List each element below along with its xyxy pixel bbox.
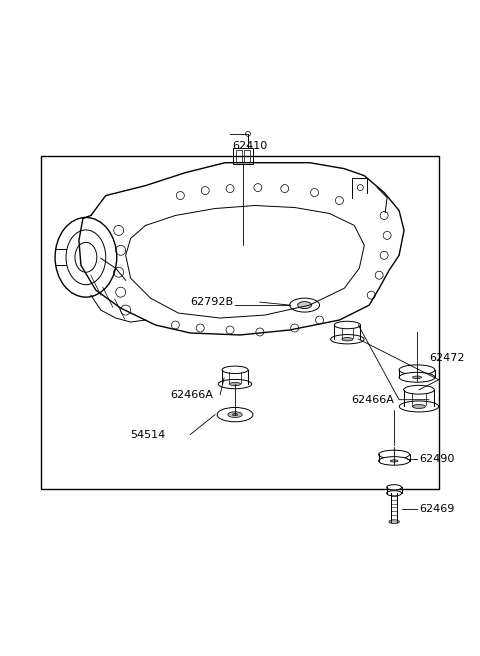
Text: 62466A: 62466A [170, 390, 213, 400]
Ellipse shape [335, 321, 360, 329]
Ellipse shape [217, 407, 253, 422]
Ellipse shape [290, 298, 320, 312]
Ellipse shape [379, 457, 409, 465]
Ellipse shape [298, 302, 312, 308]
Bar [233, 148, 253, 164]
Ellipse shape [228, 412, 242, 417]
Text: 62410: 62410 [232, 141, 267, 151]
Ellipse shape [412, 376, 421, 379]
Ellipse shape [399, 373, 435, 382]
Ellipse shape [229, 382, 240, 386]
Ellipse shape [399, 401, 439, 412]
Bar [41, 155, 439, 489]
Ellipse shape [232, 413, 238, 416]
Ellipse shape [390, 460, 398, 462]
Bar [244, 150, 250, 162]
Ellipse shape [379, 450, 409, 459]
Bar [236, 150, 242, 162]
Ellipse shape [387, 491, 402, 496]
Ellipse shape [404, 385, 434, 394]
Text: 62469: 62469 [419, 504, 455, 514]
Text: 54514: 54514 [131, 430, 166, 440]
Text: 62792B: 62792B [190, 297, 233, 307]
Ellipse shape [412, 405, 426, 409]
Ellipse shape [218, 379, 252, 389]
Ellipse shape [331, 335, 364, 344]
Text: 62466A: 62466A [351, 395, 394, 405]
Ellipse shape [389, 520, 399, 523]
Text: 62490: 62490 [419, 455, 455, 464]
Ellipse shape [222, 366, 248, 373]
Ellipse shape [342, 338, 353, 341]
Text: 62472: 62472 [429, 353, 465, 363]
Ellipse shape [399, 365, 435, 375]
Ellipse shape [387, 485, 402, 490]
